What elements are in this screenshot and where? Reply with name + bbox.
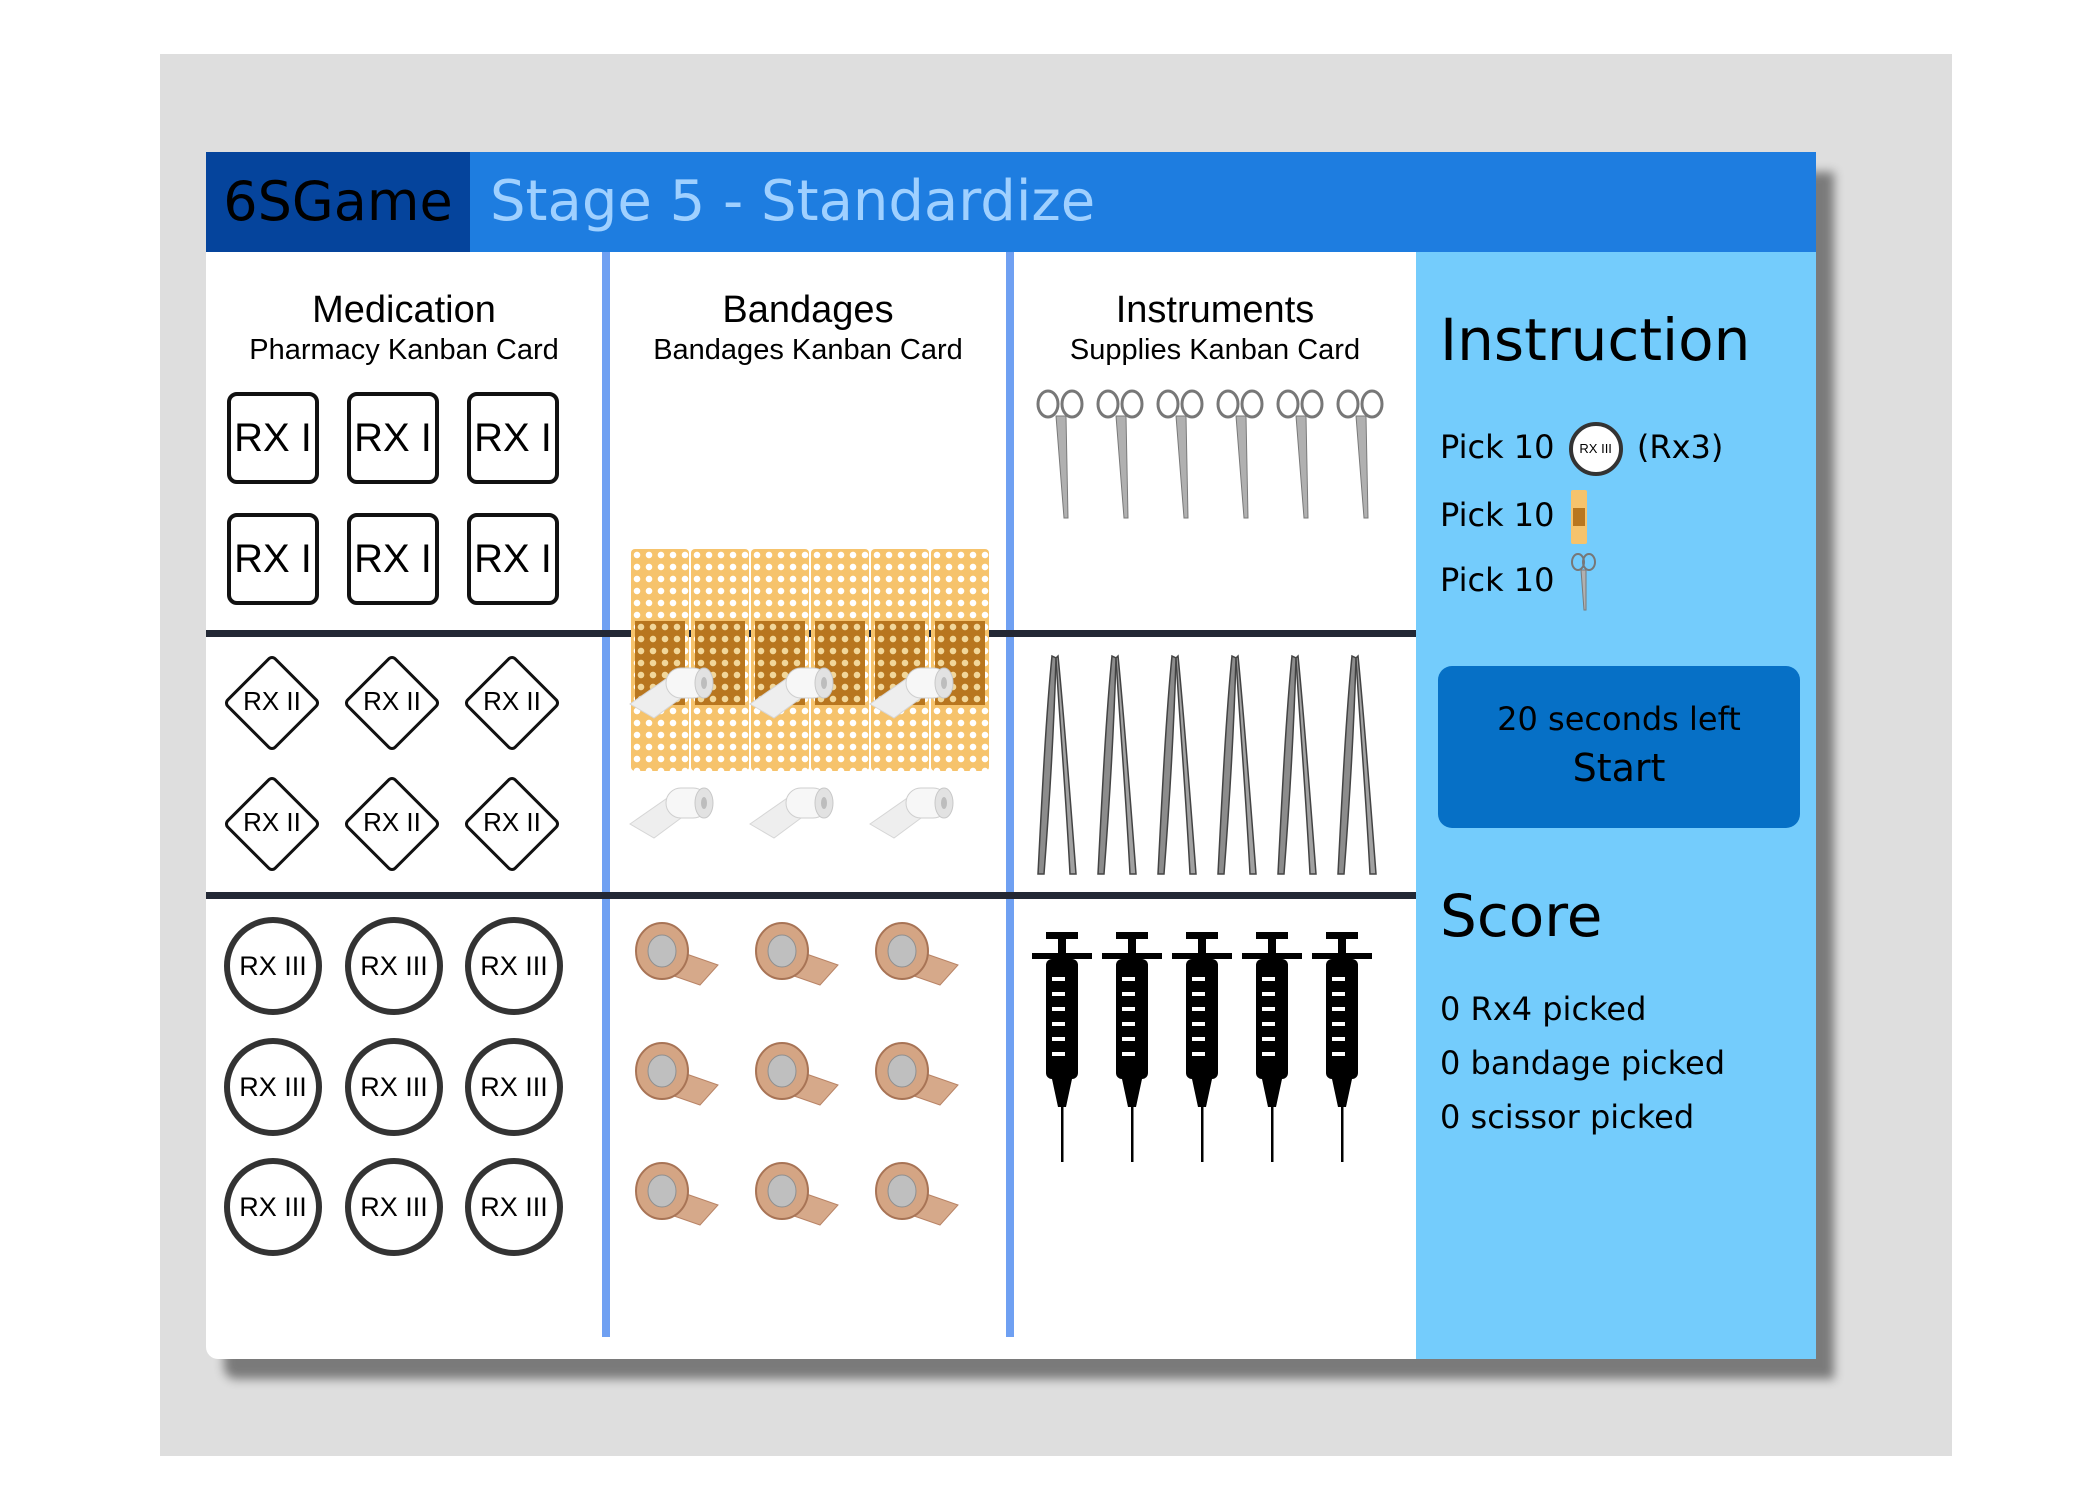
title-bar: 6SGame Stage 5 - Standardize — [206, 152, 1816, 252]
scissors-icon[interactable] — [1336, 389, 1384, 520]
rx3-card[interactable]: RX III — [465, 917, 563, 1015]
elastic-wrap[interactable] — [875, 1162, 959, 1226]
tweezers-icon[interactable] — [1337, 655, 1377, 875]
scissors-icon[interactable] — [1156, 389, 1204, 520]
rx3-card[interactable]: RX III — [345, 917, 443, 1015]
column-subtitle: Pharmacy Kanban Card — [249, 334, 559, 366]
tweezers-icon[interactable] — [1277, 655, 1317, 875]
scissors-area — [1036, 389, 1384, 520]
elastic-wrap[interactable] — [755, 922, 839, 986]
rx3-card[interactable]: RX III — [465, 1158, 563, 1256]
score-rx4: 0 Rx4 picked — [1440, 990, 1647, 1028]
elastic-wrap[interactable] — [755, 1162, 839, 1226]
elastic-wrap[interactable] — [635, 1042, 719, 1106]
tweezers-icon[interactable] — [1097, 655, 1137, 875]
syringe-icon[interactable] — [1172, 932, 1232, 1162]
rx2-label: RX II — [483, 686, 541, 716]
elastic-wrap[interactable] — [635, 1162, 719, 1226]
tweezers-icon[interactable] — [1157, 655, 1197, 875]
gauze-roll[interactable] — [869, 787, 954, 839]
rx2-label: RX II — [363, 686, 421, 716]
start-label: Start — [1572, 746, 1666, 790]
scissors-icon[interactable] — [1216, 389, 1264, 520]
instruction-suffix: (Rx3) — [1636, 428, 1724, 466]
rx3-card[interactable]: RX III — [465, 1038, 563, 1136]
app-name: 6SGame — [206, 152, 470, 252]
elastic-wrap[interactable] — [755, 1042, 839, 1106]
rx3-card[interactable]: RX III — [224, 917, 322, 1015]
gauze-roll[interactable] — [869, 667, 954, 719]
rx1-card[interactable]: RX I — [227, 392, 319, 484]
instruction-line-rx3: Pick 10 RX III (Rx3) — [1440, 422, 1723, 476]
instruction-line-scissors: Pick 10 — [1440, 552, 1597, 612]
column-subtitle: Supplies Kanban Card — [1069, 334, 1361, 366]
column-divider — [1006, 252, 1014, 1337]
syringe-icon[interactable] — [1102, 932, 1162, 1162]
rx3-card[interactable]: RX III — [345, 1038, 443, 1136]
syringe-icon[interactable] — [1242, 932, 1302, 1162]
adhesive-bandage[interactable] — [691, 549, 749, 771]
gauze-roll[interactable] — [629, 667, 714, 719]
elastic-wrap[interactable] — [875, 1042, 959, 1106]
elastic-wrap[interactable] — [635, 922, 719, 986]
medication-header: Medication Pharmacy Kanban Card — [206, 288, 602, 368]
bandage-pad — [695, 621, 745, 705]
rx1-card[interactable]: RX I — [347, 392, 439, 484]
bandage-small-icon — [1570, 490, 1587, 544]
syringe-icon[interactable] — [1032, 932, 1092, 1162]
timer-text: 20 seconds left — [1497, 700, 1741, 738]
scissors-icon[interactable] — [1096, 389, 1144, 520]
instruction-line-bandage: Pick 10 — [1440, 490, 1587, 544]
adhesive-bandage[interactable] — [811, 549, 869, 771]
tweezers-icon[interactable] — [1217, 655, 1257, 875]
rx3-card[interactable]: RX III — [224, 1158, 322, 1256]
gauze-roll-area — [629, 667, 954, 839]
elastic-wrap[interactable] — [875, 922, 959, 986]
tweezers-area — [1037, 655, 1377, 875]
rx3-card[interactable]: RX III — [345, 1158, 443, 1256]
score-scissor: 0 scissor picked — [1440, 1098, 1695, 1136]
column-title: Medication — [312, 289, 496, 331]
syringes-area — [1032, 932, 1372, 1162]
start-button[interactable]: 20 seconds left Start — [1438, 666, 1800, 828]
column-title: Instruments — [1115, 289, 1315, 331]
score-bandage: 0 bandage picked — [1440, 1044, 1726, 1082]
rx3-card[interactable]: RX III — [224, 1038, 322, 1136]
scissors-icon[interactable] — [1036, 389, 1084, 520]
rx2-label: RX II — [243, 807, 301, 837]
instruction-title: Instruction — [1440, 306, 1751, 374]
rx1-card[interactable]: RX I — [347, 513, 439, 605]
instruments-header: Instruments Supplies Kanban Card — [1014, 288, 1416, 368]
instruction-text: Pick 10 — [1440, 496, 1555, 534]
rx2-label: RX II — [243, 686, 301, 716]
scissors-small-icon — [1570, 553, 1596, 611]
adhesive-bandage[interactable] — [751, 549, 809, 771]
score-title: Score — [1440, 882, 1603, 950]
gauze-roll[interactable] — [749, 787, 834, 839]
instruction-text: Pick 10 — [1440, 428, 1555, 466]
gauze-roll[interactable] — [749, 667, 834, 719]
syringe-icon[interactable] — [1312, 932, 1372, 1162]
rx1-card[interactable]: RX I — [467, 392, 559, 484]
game-board: 6SGame Stage 5 - Standardize Medication … — [206, 152, 1816, 1359]
column-title: Bandages — [722, 289, 894, 331]
stage-title: Stage 5 - Standardize — [490, 169, 1096, 234]
row-divider — [206, 892, 1416, 899]
rx2-label: RX II — [483, 807, 541, 837]
gauze-roll[interactable] — [629, 787, 714, 839]
instruction-panel: Instruction Pick 10 RX III (Rx3) Pick 10… — [1416, 252, 1816, 1359]
rx3-small-label: RX III — [1579, 441, 1612, 456]
tweezers-icon[interactable] — [1037, 655, 1077, 875]
column-divider — [602, 252, 610, 1337]
rx2-label: RX II — [363, 807, 421, 837]
rx3-small-icon: RX III — [1568, 422, 1623, 476]
column-subtitle: Bandages Kanban Card — [653, 334, 963, 366]
scissors-icon[interactable] — [1276, 389, 1324, 520]
instruction-text: Pick 10 — [1440, 561, 1555, 599]
elastic-wrap-area — [635, 922, 959, 1226]
bandages-header: Bandages Bandages Kanban Card — [610, 288, 1006, 368]
rx1-card[interactable]: RX I — [227, 513, 319, 605]
rx1-card[interactable]: RX I — [467, 513, 559, 605]
